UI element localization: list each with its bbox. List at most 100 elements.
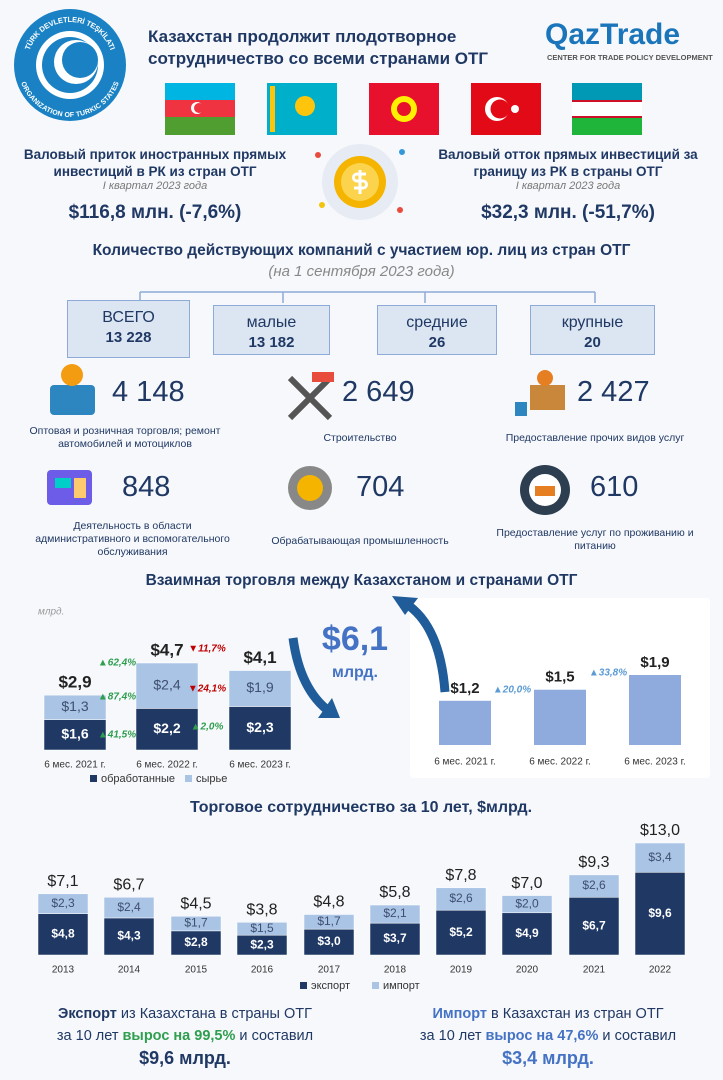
bar-segment: [435, 887, 487, 911]
x-tick-label: 2014: [118, 965, 141, 976]
x-tick-label: 2017: [318, 965, 341, 976]
segment-label: $1,7: [317, 914, 341, 928]
bar-segment: [103, 917, 155, 956]
segment-label: $2,3: [51, 896, 75, 910]
title: Казахстан продолжит плодотворное сотрудн…: [148, 27, 489, 68]
value-label: $1,2: [450, 680, 479, 697]
inflow-period: I квартал 2023 года: [102, 180, 208, 192]
outflow-period: I квартал 2023 года: [515, 180, 621, 192]
arrow: [288, 637, 333, 716]
logo-tagline: CENTER FOR TRADE POLICY DEVELOPMENT: [547, 53, 713, 62]
outflow-value: $32,3 млн. (-51,7%): [481, 202, 655, 223]
total-label: $4,5: [180, 895, 211, 912]
bar-segment: [103, 897, 155, 919]
bar-segment: [43, 719, 107, 751]
summary-text: за 10 лет: [419, 1028, 486, 1044]
sector-label: Предоставление прочих видов услуг: [505, 432, 685, 444]
bar-segment: [37, 913, 89, 956]
inflow-value: $116,8 млн. (-7,6%): [68, 202, 242, 223]
x-tick-label: 2020: [516, 965, 539, 976]
summary-line: Импорт в Казахстан из стран ОТГ: [383, 1003, 713, 1025]
bar-segment: [568, 897, 620, 956]
growth-label: ▲2,0%: [191, 722, 224, 733]
x-tick-label: 6 мес. 2022 г.: [136, 760, 198, 771]
legend-label: экспорт: [311, 980, 350, 992]
company-box: крупные 20: [530, 305, 655, 355]
bar-segment: [170, 930, 222, 956]
company-count: 20: [584, 334, 601, 351]
growth-label: ▲41,5%: [98, 730, 136, 741]
total-label: $5,8: [379, 884, 410, 901]
companies-title: Количество действующих компаний с участи…: [92, 242, 631, 259]
segment-label: $1,7: [184, 916, 208, 930]
segment-label: $9,6: [648, 906, 672, 920]
company-label: малые: [246, 314, 297, 331]
bar-segment: [236, 922, 288, 936]
sector-icons: [47, 364, 570, 515]
sector-label: Обрабатывающая промышленность: [271, 535, 449, 547]
trade-title: Взаимная торговля между Казахстаном и ст…: [145, 572, 578, 589]
segment-label: $2,6: [582, 878, 606, 892]
bar-segment: [228, 706, 292, 751]
summary-line: Экспорт из Казахстана в страны ОТГ: [20, 1003, 350, 1025]
bar-segment: [43, 694, 107, 720]
company-count: 13 228: [105, 329, 152, 346]
x-tick-label: 6 мес. 2021 г.: [44, 760, 106, 771]
segment-label: $5,2: [449, 925, 473, 939]
total-label: $4,8: [313, 894, 344, 911]
logo-name: QazTrade: [545, 18, 680, 51]
logo: QazTrade CENTER FOR TRADE POLICY DEVELOP…: [545, 18, 713, 62]
x-tick-label: 6 мес. 2021 г.: [434, 757, 496, 768]
summary-text: Импорт: [432, 1006, 487, 1022]
summary-line: за 10 лет вырос на 99,5% и составил: [20, 1025, 350, 1047]
bar-segment: [135, 708, 199, 751]
coin-icon: [315, 144, 405, 220]
growth-label: ▲20,0%: [493, 685, 531, 696]
flags: [165, 83, 642, 135]
summary-text: Экспорт: [58, 1006, 117, 1022]
summary-text: в Казахстан из стран ОТГ: [486, 1006, 664, 1022]
x-tick-label: 6 мес. 2023 г.: [624, 757, 686, 768]
sector-label: Строительство: [323, 432, 397, 444]
segment-label: $1,6: [61, 726, 88, 742]
bar-segment: [369, 904, 421, 924]
bar-segment: [435, 909, 487, 956]
x-tick-label: 2018: [384, 965, 407, 976]
import-summary: Импорт в Казахстан из стран ОТГ за 10 лет…: [383, 1003, 713, 1071]
bar-segment: [369, 922, 421, 956]
unit-label: млрд.: [38, 607, 64, 618]
x-tick-label: 2015: [185, 965, 208, 976]
growth-label: ▲87,4%: [98, 692, 136, 703]
sector-count: 610: [590, 471, 639, 503]
summary-line: $3,4 млрд.: [383, 1047, 713, 1071]
summary-text: вырос на 99,5%: [122, 1028, 236, 1044]
trade-total: $6,1: [321, 620, 389, 658]
legend-swatch: [300, 982, 307, 989]
sector-count: 4 148: [112, 376, 185, 408]
summary-text: за 10 лет: [56, 1028, 123, 1044]
export-summary: Экспорт из Казахстана в страны ОТГ за 10 …: [20, 1003, 350, 1071]
bar-segment: [634, 872, 686, 956]
company-box: ВСЕГО 13 228: [67, 300, 190, 358]
total-label: $13,0: [640, 822, 680, 839]
arrow-head: [392, 596, 418, 615]
trade-total-unit: млрд.: [332, 664, 378, 681]
sector-count: 2 649: [342, 376, 415, 408]
value-label: $1,5: [545, 669, 574, 686]
x-tick-label: 2013: [52, 965, 75, 976]
company-label: ВСЕГО: [102, 309, 155, 326]
segment-label: $4,8: [51, 926, 75, 940]
chart-title: Торговое сотрудничество за 10 лет, $млрд…: [190, 799, 532, 816]
segment-label: $6,7: [582, 918, 606, 932]
outflow-title: Валовый отток прямых инвестиций за грани…: [438, 147, 698, 179]
x-tick-label: 2022: [649, 965, 672, 976]
companies-subtitle: (на 1 сентября 2023 года): [268, 263, 455, 280]
bar: [629, 675, 681, 745]
legend-swatch: [185, 775, 192, 782]
segment-label: $2,8: [184, 935, 208, 949]
bar-segment: [568, 874, 620, 898]
sector-count: 848: [122, 471, 171, 503]
summary-line: за 10 лет вырос на 47,6% и составил: [383, 1025, 713, 1047]
legend-swatch: [90, 775, 97, 782]
